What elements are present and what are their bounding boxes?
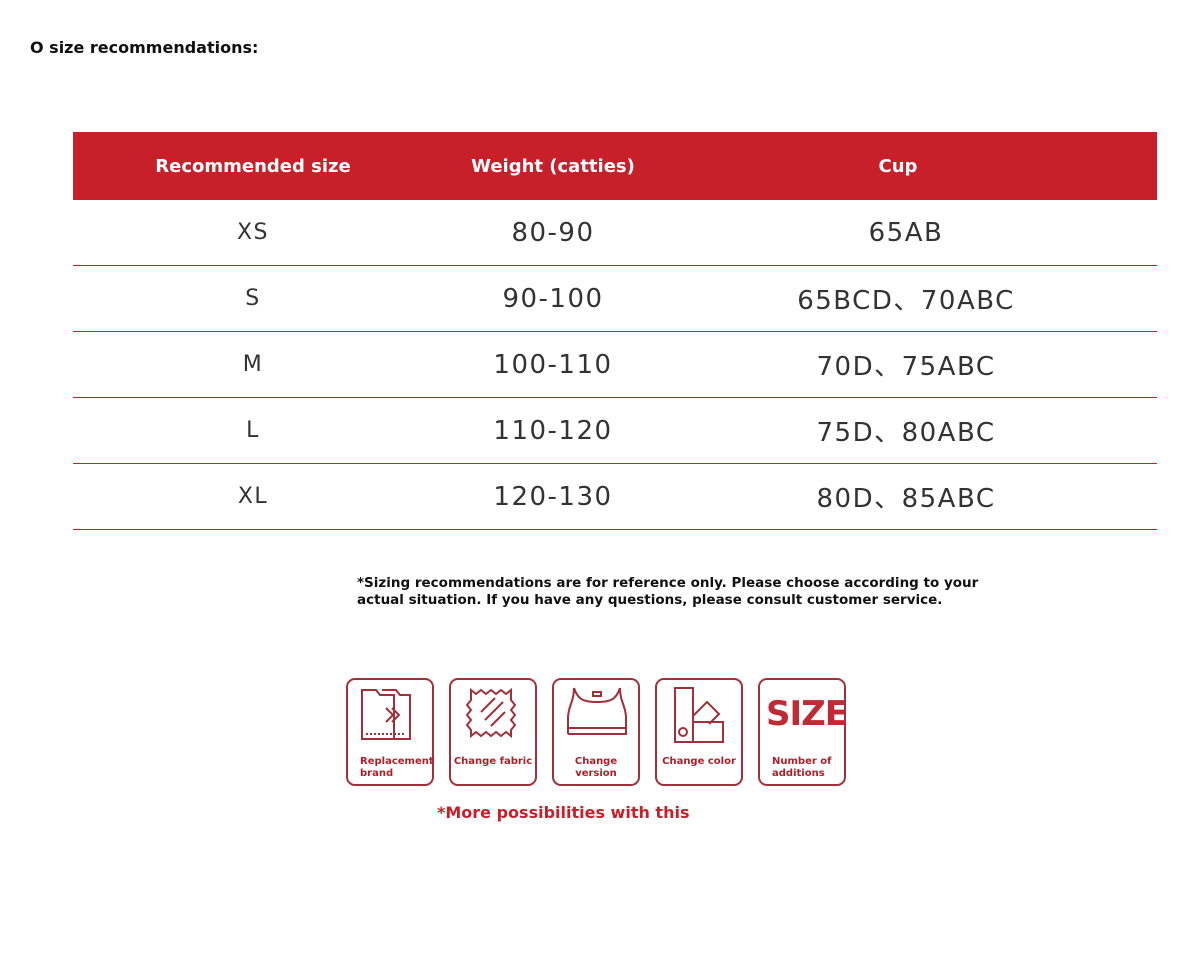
feature-change-fabric: Change fabric (449, 678, 537, 786)
fabric-icon (465, 687, 517, 739)
more-possibilities: *More possibilities with this (437, 803, 690, 822)
cell-cup: 80D、85ABC (816, 484, 996, 514)
cell-size: M (242, 352, 264, 377)
cell-size: L (246, 418, 260, 443)
cell-weight: 80-90 (511, 217, 595, 248)
feature-label: Change version (574, 756, 618, 779)
table-header: Recommended size Weight (catties) Cup (73, 132, 1157, 200)
header-weight: Weight (catties) (471, 155, 635, 177)
page-title: O size recommendations: (30, 38, 259, 57)
feature-change-version: Change version (552, 678, 640, 786)
feature-icons: Replacement brand Change fabric Change v… (346, 678, 848, 786)
folder-arrow-icon (361, 689, 411, 740)
cell-weight: 110-120 (493, 415, 613, 446)
cell-size: S (245, 286, 261, 311)
header-size: Recommended size (155, 155, 351, 177)
feature-replacement-brand: Replacement brand (346, 678, 434, 786)
cell-weight: 120-130 (493, 481, 613, 512)
feature-change-color: Change color (655, 678, 743, 786)
cell-cup: 65BCD、70ABC (797, 286, 1015, 316)
cell-cup: 65AB (868, 217, 944, 248)
feature-label: Change color (662, 756, 736, 767)
cell-size: XL (237, 484, 269, 509)
cell-cup: 75D、80ABC (816, 418, 996, 448)
table-row: M 100-110 70D、75ABC (73, 332, 1157, 398)
feature-label: Number of additions (772, 756, 832, 779)
cell-size: XS (236, 220, 270, 245)
feature-label: Change fabric (453, 756, 533, 767)
sizing-note: *Sizing recommendations are for referenc… (357, 575, 979, 608)
sports-bra-icon (567, 687, 627, 735)
cell-weight: 100-110 (493, 349, 613, 380)
size-icon: SIZE (766, 694, 848, 734)
table-row: L 110-120 75D、80ABC (73, 398, 1157, 464)
feature-number-of-additions: SIZE Number of additions (758, 678, 848, 786)
table-row: XL 120-130 80D、85ABC (73, 464, 1157, 530)
header-cup: Cup (878, 155, 918, 177)
cell-weight: 90-100 (502, 283, 604, 314)
feature-label: Replacement brand (360, 756, 434, 779)
color-swatch-icon (674, 687, 724, 743)
size-table: Recommended size Weight (catties) Cup XS… (73, 132, 1157, 530)
cell-cup: 70D、75ABC (816, 352, 996, 382)
table-row: S 90-100 65BCD、70ABC (73, 266, 1157, 332)
table-row: XS 80-90 65AB (73, 200, 1157, 266)
